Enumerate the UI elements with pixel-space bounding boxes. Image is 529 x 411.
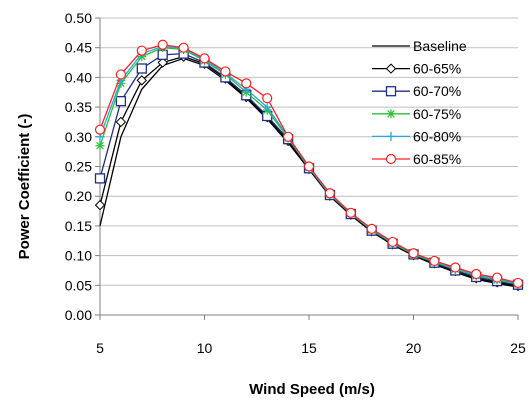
- y-tick-label: 0.10: [65, 248, 92, 264]
- data-point: [115, 69, 127, 80]
- data-point: [386, 109, 396, 119]
- axes: 0.00 0.05 0.10 0.15 0.20 0.25 0.30 0.35 0.40 0.45…: [65, 10, 526, 356]
- data-point: [95, 141, 105, 151]
- data-point: [386, 131, 396, 141]
- data-point: [136, 63, 147, 74]
- y-tick-label: 0.30: [65, 129, 92, 145]
- y-tick-label: 0.00: [65, 307, 92, 323]
- y-tick-label: 0.25: [65, 159, 92, 175]
- data-point: [450, 262, 461, 273]
- series: [94, 39, 524, 292]
- data-point: [136, 75, 148, 86]
- legend-label: Baseline: [413, 38, 467, 54]
- data-point: [303, 161, 315, 172]
- y-tick-label: 0.35: [65, 99, 92, 115]
- data-point: [492, 272, 503, 283]
- data-point: [283, 131, 294, 142]
- data-point: [178, 42, 189, 53]
- data-point: [385, 86, 397, 97]
- data-point: [345, 207, 356, 218]
- legend-item: 60-85%: [372, 151, 461, 167]
- y-tick-label: 0.15: [65, 218, 92, 234]
- data-point: [385, 153, 397, 165]
- y-tick-label: 0.50: [65, 10, 92, 26]
- data-point: [94, 124, 106, 135]
- data-point: [512, 277, 524, 289]
- legend-item: 60-75%: [372, 106, 461, 122]
- data-point: [241, 78, 252, 89]
- x-tick-label: 25: [510, 340, 526, 356]
- data-point: [157, 57, 168, 68]
- data-point: [115, 96, 127, 107]
- data-point: [94, 173, 106, 184]
- x-tick-label: 15: [301, 340, 317, 356]
- data-point: [385, 63, 397, 74]
- data-point: [136, 45, 147, 56]
- y-tick-label: 0.05: [65, 277, 92, 293]
- legend-item: 60-65%: [372, 61, 461, 77]
- y-tick-label: 0.45: [65, 40, 92, 56]
- data-point: [366, 223, 377, 234]
- data-point: [324, 188, 335, 199]
- y-axis-title: Power Coefficient (-): [16, 114, 33, 260]
- legend-label: 60-75%: [413, 106, 461, 122]
- data-point: [408, 248, 419, 259]
- data-point: [262, 102, 272, 112]
- data-point: [199, 53, 210, 64]
- data-point: [429, 255, 440, 267]
- legend: Baseline 60-65% 60-70% 60-75% 60-80% 60-85%: [372, 38, 467, 167]
- x-axis-title: Wind Speed (m/s): [249, 381, 375, 398]
- legend-item: 60-70%: [372, 83, 461, 99]
- legend-label: 60-85%: [413, 151, 461, 167]
- data-point: [115, 116, 127, 128]
- legend-label: 60-80%: [413, 128, 461, 144]
- data-point: [157, 39, 168, 50]
- legend-item: Baseline: [372, 38, 467, 54]
- y-tick-label: 0.40: [65, 69, 92, 85]
- data-point: [387, 236, 398, 248]
- legend-item: 60-80%: [372, 128, 461, 144]
- x-tick-label: 10: [197, 340, 213, 356]
- x-tick-label: 20: [406, 340, 422, 356]
- x-tick-label: 5: [96, 340, 104, 356]
- data-point: [94, 199, 106, 211]
- data-point: [262, 93, 273, 104]
- data-point: [220, 66, 231, 77]
- series-6: [94, 39, 524, 289]
- legend-label: 60-70%: [413, 83, 461, 99]
- legend-label: 60-65%: [413, 61, 461, 77]
- data-point: [471, 268, 482, 280]
- y-tick-label: 0.20: [65, 188, 92, 204]
